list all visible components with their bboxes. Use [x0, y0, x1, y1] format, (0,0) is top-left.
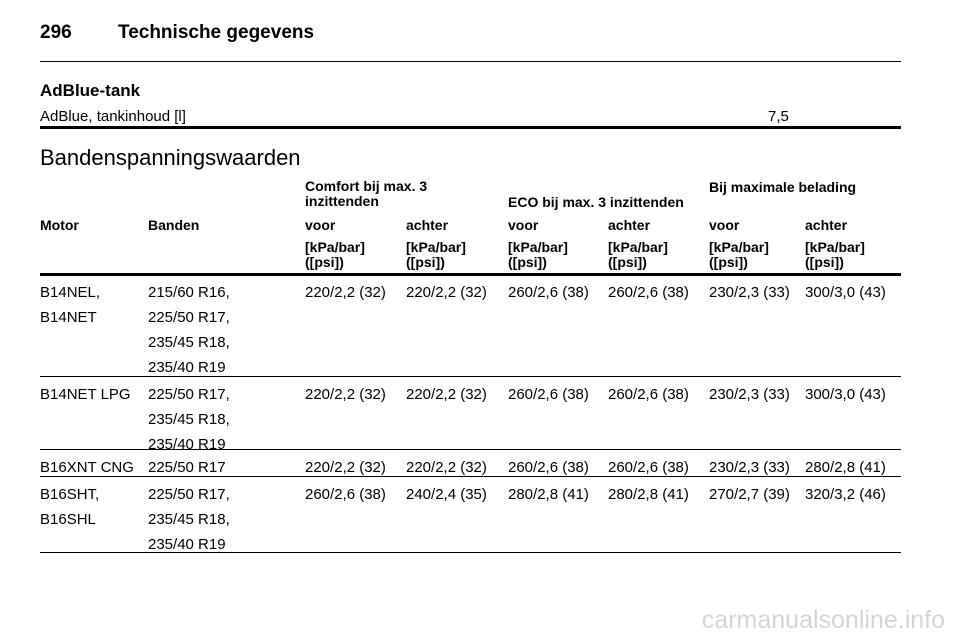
- pressure-value-cell: 220/2,2 (32): [406, 386, 487, 403]
- unit-label: [kPa/bar]: [608, 239, 668, 255]
- pressure-value-cell: 240/2,4 (35): [406, 486, 487, 503]
- pressure-value-cell: 260/2,6 (38): [608, 459, 689, 476]
- pressure-value-cell: 220/2,2 (32): [305, 284, 386, 301]
- header-divider: [40, 61, 901, 62]
- motor-cell: B16XNT CNG: [40, 459, 134, 476]
- adblue-heading: AdBlue-tank: [40, 81, 141, 100]
- pressure-value-cell: 220/2,2 (32): [305, 386, 386, 403]
- unit-label: [kPa/bar]: [406, 239, 466, 255]
- unit-label: ([psi]): [608, 254, 647, 270]
- adblue-divider: [40, 126, 901, 129]
- unit-label: ([psi]): [508, 254, 547, 270]
- unit-label: [kPa/bar]: [508, 239, 568, 255]
- watermark: carmanualsonline.info: [701, 606, 945, 634]
- pressure-value-cell: 270/2,7 (39): [709, 486, 790, 503]
- tire-size-cell: 235/45 R18,: [148, 411, 230, 428]
- pressure-value-cell: 260/2,6 (38): [508, 284, 589, 301]
- pressure-value-cell: 260/2,6 (38): [508, 459, 589, 476]
- pressure-value-cell: 280/2,8 (41): [608, 486, 689, 503]
- pressure-value-cell: 220/2,2 (32): [305, 459, 386, 476]
- page-title: Technische gegevens: [118, 22, 315, 43]
- motor-cell: B14NET LPG: [40, 386, 131, 403]
- table-row-rule: [40, 376, 901, 377]
- adblue-capacity-label: AdBlue, tankinhoud [l]: [40, 108, 186, 125]
- tire-size-cell: 225/50 R17,: [148, 309, 230, 326]
- pressure-value-cell: 260/2,6 (38): [608, 386, 689, 403]
- table-row-rule: [40, 476, 901, 477]
- pressure-value-cell: 300/3,0 (43): [805, 284, 886, 301]
- pressure-value-cell: 230/2,3 (33): [709, 459, 790, 476]
- tire-size-cell: 225/50 R17,: [148, 386, 230, 403]
- tire-size-cell: 235/40 R19: [148, 536, 226, 553]
- unit-label: ([psi]): [406, 254, 445, 270]
- col-header-front: voor: [508, 217, 539, 233]
- unit-label: [kPa/bar]: [709, 239, 769, 255]
- pressure-value-cell: 260/2,6 (38): [508, 386, 589, 403]
- pressure-value-cell: 260/2,6 (38): [608, 284, 689, 301]
- group-header-max-load: Bij maximale belading: [709, 179, 857, 195]
- group-header-comfort: Comfort bij max. 3 inzittenden: [305, 178, 428, 209]
- pressure-value-cell: 300/3,0 (43): [805, 386, 886, 403]
- tire-pressure-heading: Bandenspanningswaarden: [40, 145, 301, 170]
- pressure-value-cell: 220/2,2 (32): [406, 284, 487, 301]
- pressure-value-cell: 230/2,3 (33): [709, 386, 790, 403]
- tire-size-cell: 235/40 R19: [148, 359, 226, 376]
- col-header-front: voor: [305, 217, 336, 233]
- tire-size-cell: 235/40 R19: [148, 436, 226, 453]
- pressure-value-cell: 320/3,2 (46): [805, 486, 886, 503]
- tire-size-cell: 215/60 R16,: [148, 284, 230, 301]
- tire-size-cell: 235/45 R18,: [148, 334, 230, 351]
- pressure-value-cell: 230/2,3 (33): [709, 284, 790, 301]
- motor-cell: B14NET: [40, 309, 97, 326]
- table-header-rule: [40, 273, 901, 276]
- col-header-front: voor: [709, 217, 740, 233]
- pressure-value-cell: 280/2,8 (41): [805, 459, 886, 476]
- tire-size-cell: 225/50 R17,: [148, 486, 230, 503]
- col-header-rear: achter: [805, 217, 848, 233]
- tire-size-cell: 225/50 R17: [148, 459, 226, 476]
- unit-label: ([psi]): [709, 254, 748, 270]
- col-header-tires: Banden: [148, 217, 200, 233]
- unit-label: ([psi]): [305, 254, 344, 270]
- table-row-rule: [40, 449, 901, 450]
- motor-cell: B16SHT,: [40, 486, 100, 503]
- col-header-rear: achter: [406, 217, 449, 233]
- pressure-value-cell: 220/2,2 (32): [406, 459, 487, 476]
- pressure-value-cell: 260/2,6 (38): [305, 486, 386, 503]
- pressure-value-cell: 280/2,8 (41): [508, 486, 589, 503]
- unit-label: [kPa/bar]: [305, 239, 365, 255]
- tire-size-cell: 235/45 R18,: [148, 511, 230, 528]
- adblue-capacity-value: 7,5: [768, 108, 789, 125]
- unit-label: ([psi]): [805, 254, 844, 270]
- motor-cell: B14NEL,: [40, 284, 101, 301]
- table-row-rule: [40, 552, 901, 553]
- unit-label: [kPa/bar]: [805, 239, 865, 255]
- motor-cell: B16SHL: [40, 511, 96, 528]
- col-header-rear: achter: [608, 217, 651, 233]
- page-number: 296: [40, 22, 72, 43]
- group-header-eco: ECO bij max. 3 inzittenden: [508, 194, 684, 210]
- col-header-motor: Motor: [40, 217, 79, 233]
